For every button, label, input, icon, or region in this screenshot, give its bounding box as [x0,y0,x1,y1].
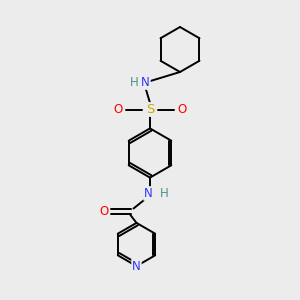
Text: S: S [146,103,154,116]
Text: H: H [130,76,139,89]
Text: H: H [160,187,169,200]
Text: O: O [99,205,108,218]
Text: O: O [114,103,123,116]
Text: N: N [132,260,141,273]
Text: O: O [177,103,186,116]
Text: N: N [141,76,150,89]
Text: N: N [144,187,153,200]
